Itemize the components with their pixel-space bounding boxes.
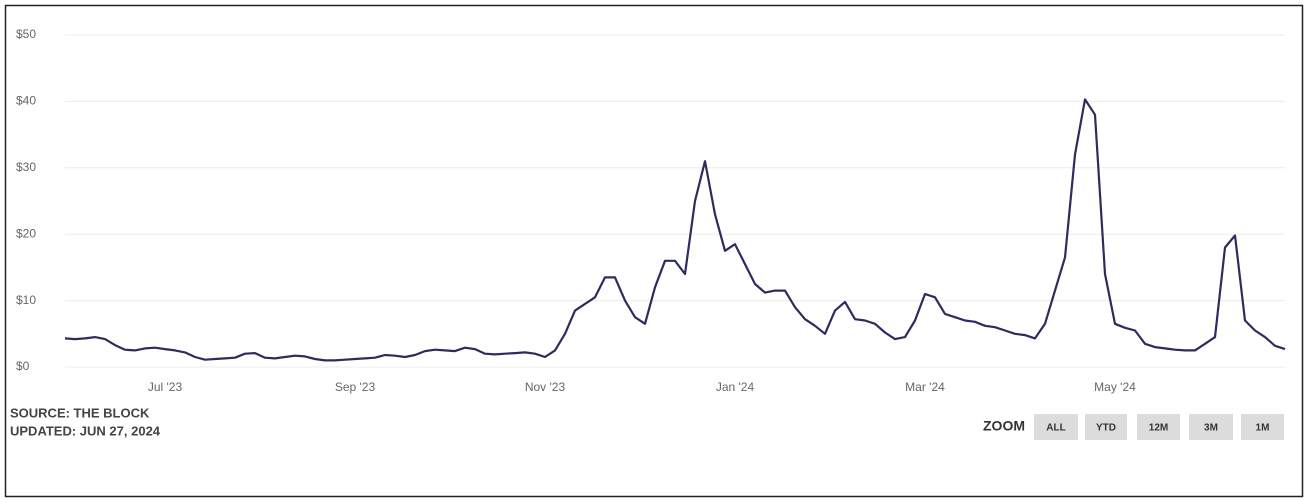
x-tick-label: Sep '23 xyxy=(335,380,376,394)
x-tick-label: Mar '24 xyxy=(905,380,945,394)
zoom-button-label[interactable]: 1M xyxy=(1256,423,1270,434)
y-tick-label: $40 xyxy=(16,94,36,108)
y-tick-label: $10 xyxy=(16,293,36,307)
updated: UPDATED: JUN 27, 2024 xyxy=(10,423,161,438)
x-tick-label: Jul '23 xyxy=(148,380,183,394)
price-line xyxy=(64,98,1286,362)
zoom-button-bg[interactable] xyxy=(1085,414,1127,440)
source: SOURCE: THE BLOCK xyxy=(10,405,150,420)
zoom-button[interactable]: YTD xyxy=(1085,414,1127,440)
zoom-button-bg[interactable] xyxy=(1241,414,1284,440)
zoom-button-bg[interactable] xyxy=(1034,414,1078,440)
y-tick-label: $30 xyxy=(16,160,36,174)
zoom-button-label[interactable]: YTD xyxy=(1096,423,1116,434)
y-tick-label: $50 xyxy=(16,27,36,41)
zoom-button-bg[interactable] xyxy=(1137,414,1180,440)
zoom-button-label[interactable]: 12M xyxy=(1149,423,1168,434)
zoom-button[interactable]: 3M xyxy=(1189,414,1233,440)
zoom-label: ZOOM xyxy=(983,418,1025,434)
zoom-button-label[interactable]: ALL xyxy=(1046,423,1065,434)
zoom-button-bg[interactable] xyxy=(1189,414,1233,440)
x-tick-label: Jan '24 xyxy=(716,380,755,394)
y-tick-label: $0 xyxy=(16,359,30,373)
zoom-button-label[interactable]: 3M xyxy=(1204,423,1218,434)
x-tick-label: May '24 xyxy=(1094,380,1136,394)
x-tick-label: Nov '23 xyxy=(525,380,566,394)
zoom-button[interactable]: ALL xyxy=(1034,414,1078,440)
zoom-button[interactable]: 1M xyxy=(1241,414,1284,440)
y-tick-label: $20 xyxy=(16,226,36,240)
zoom-button[interactable]: 12M xyxy=(1137,414,1180,440)
